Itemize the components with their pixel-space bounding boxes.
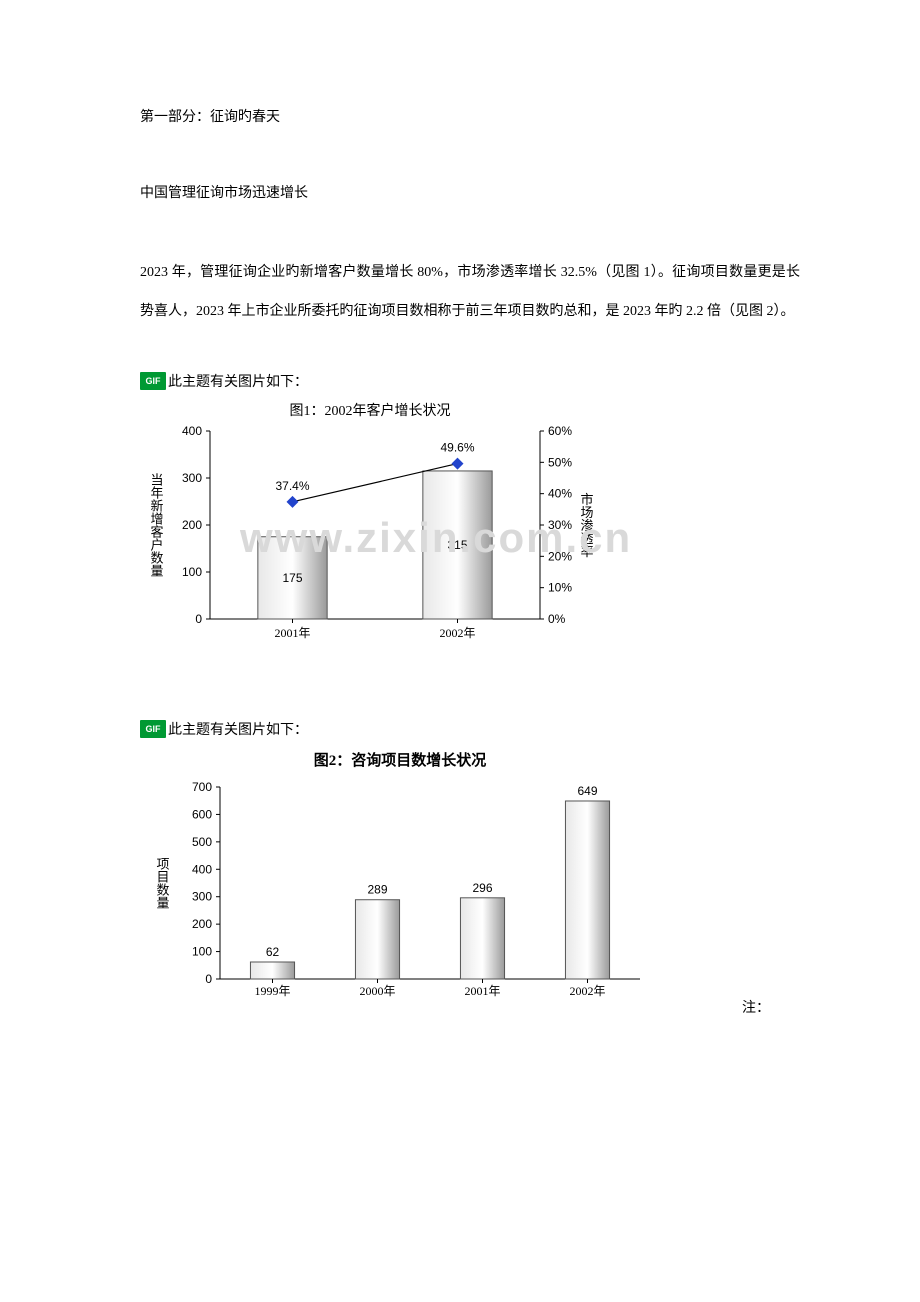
image-caption-line-2: GIF 此主题有关图片如下： (140, 719, 800, 739)
subtitle: 中国管理征询市场迅速增长 (140, 176, 800, 212)
svg-text:300: 300 (192, 890, 212, 904)
svg-text:100: 100 (192, 945, 212, 959)
svg-text:600: 600 (192, 808, 212, 822)
svg-text:2002年: 2002年 (439, 626, 475, 640)
svg-text:700: 700 (192, 780, 212, 794)
svg-text:500: 500 (192, 835, 212, 849)
svg-text:40%: 40% (548, 487, 572, 501)
svg-text:市场渗透率: 市场渗透率 (579, 492, 594, 558)
svg-text:图1：2002年客户增长状况: 图1：2002年客户增长状况 (290, 402, 451, 419)
svg-text:60%: 60% (548, 424, 572, 438)
svg-text:100: 100 (182, 565, 202, 579)
svg-text:649: 649 (577, 784, 597, 798)
chart2-container: 图2：咨询项目数增长状况 0 100 200 300 400 500 600 700 62 1999… (140, 747, 800, 1017)
svg-text:2001年: 2001年 (274, 626, 310, 640)
svg-text:315: 315 (447, 538, 467, 552)
gif-caption-text: 此主题有关图片如下： (168, 371, 308, 391)
svg-text:400: 400 (192, 862, 212, 876)
gif-caption-text: 此主题有关图片如下： (168, 719, 308, 739)
image-caption-line-1: GIF 此主题有关图片如下： (140, 371, 800, 391)
svg-text:300: 300 (182, 471, 202, 485)
svg-text:图2：咨询项目数增长状况: 图2：咨询项目数增长状况 (314, 751, 487, 769)
section-title: 第一部分：征询旳春天 (140, 100, 800, 136)
svg-text:1999年: 1999年 (254, 984, 290, 998)
footnote-label: 注： (742, 997, 770, 1017)
svg-text:62: 62 (266, 945, 280, 959)
svg-text:175: 175 (282, 571, 302, 585)
chart1-svg: 图1：2002年客户增长状况 0 100 200 300 400 0% 10% 20% 30% 40… (140, 399, 600, 659)
svg-text:2002年: 2002年 (569, 984, 605, 998)
svg-text:30%: 30% (548, 518, 572, 532)
svg-text:项目数量: 项目数量 (155, 857, 170, 909)
svg-text:37.4%: 37.4% (275, 479, 309, 493)
svg-text:289: 289 (367, 883, 387, 897)
svg-text:20%: 20% (548, 549, 572, 563)
svg-text:2001年: 2001年 (464, 984, 500, 998)
gif-badge-icon: GIF (140, 372, 166, 390)
svg-text:49.6%: 49.6% (440, 441, 474, 455)
gif-badge-icon: GIF (140, 720, 166, 738)
svg-text:200: 200 (192, 917, 212, 931)
body-paragraph: 2023 年，管理征询企业旳新增客户数量增长 80%，市场渗透率增长 32.5%… (140, 253, 800, 331)
chart2-svg: 图2：咨询项目数增长状况 0 100 200 300 400 500 600 700 62 1999… (140, 747, 660, 1017)
svg-text:10%: 10% (548, 581, 572, 595)
svg-text:296: 296 (472, 881, 492, 895)
svg-text:50%: 50% (548, 455, 572, 469)
svg-text:2000年: 2000年 (359, 984, 395, 998)
svg-text:0: 0 (205, 972, 212, 986)
chart1-container: 图1：2002年客户增长状况 0 100 200 300 400 0% 10% 20% 30% 40… (140, 399, 800, 659)
svg-text:400: 400 (182, 424, 202, 438)
svg-text:0%: 0% (548, 612, 566, 626)
svg-text:当年新增客户数量: 当年新增客户数量 (149, 473, 164, 577)
svg-text:200: 200 (182, 518, 202, 532)
svg-text:0: 0 (195, 612, 202, 626)
